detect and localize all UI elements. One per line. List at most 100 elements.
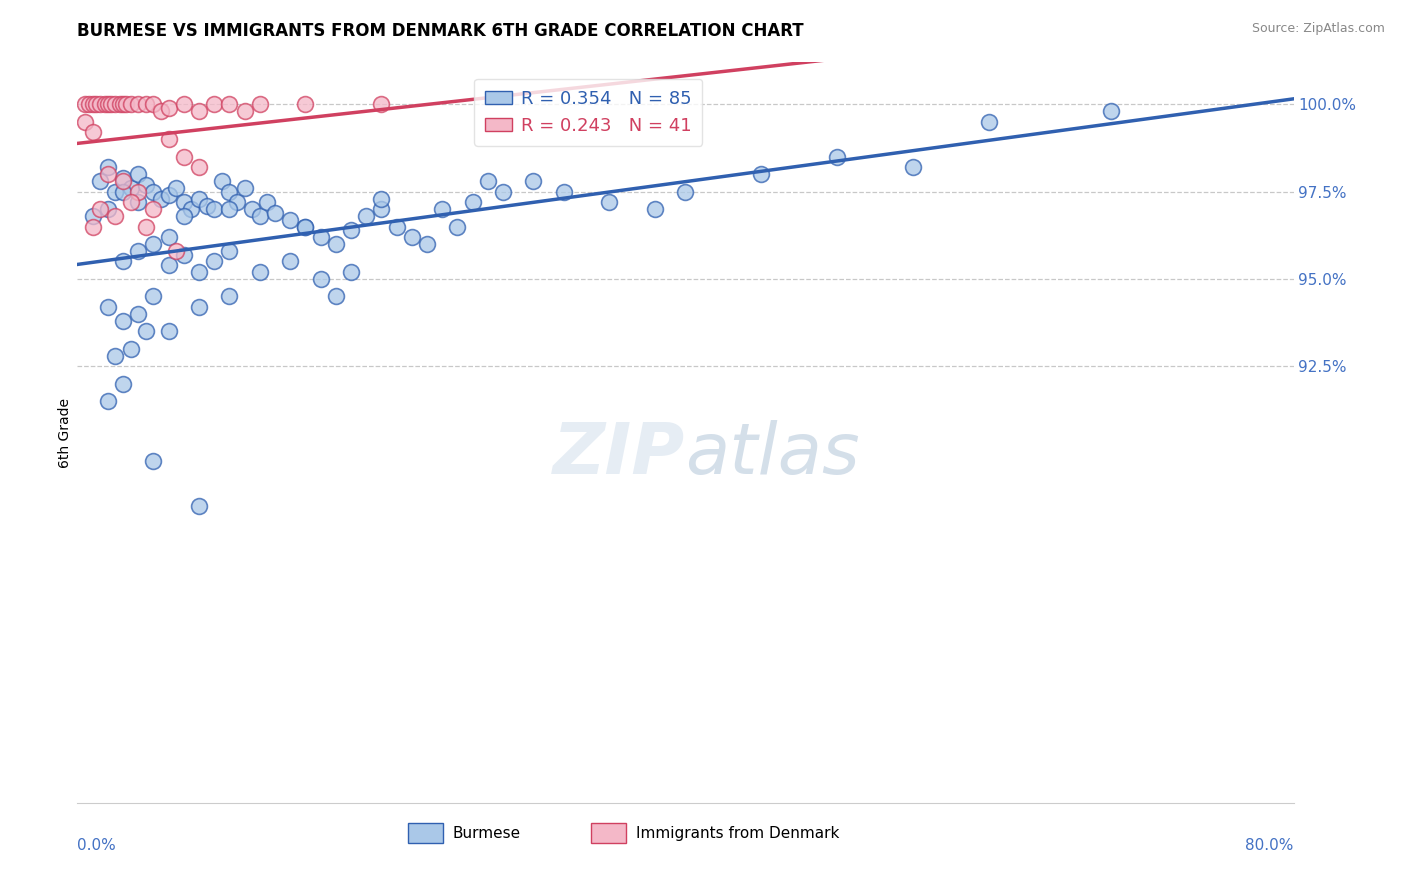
Point — [127, 167, 149, 181]
Point — [446, 219, 468, 234]
Point — [461, 195, 484, 210]
Point — [82, 125, 104, 139]
Point — [135, 97, 157, 112]
Point — [325, 289, 347, 303]
Point — [218, 244, 240, 258]
Point — [135, 324, 157, 338]
Point — [120, 342, 142, 356]
Point — [553, 185, 575, 199]
Point — [202, 202, 225, 216]
Point — [218, 185, 240, 199]
Point — [157, 132, 180, 146]
Point — [249, 265, 271, 279]
Point — [354, 209, 377, 223]
Point — [432, 202, 454, 216]
FancyBboxPatch shape — [591, 823, 626, 843]
Point — [111, 97, 134, 112]
Point — [492, 185, 515, 199]
Point — [157, 258, 180, 272]
Point — [120, 97, 142, 112]
Point — [202, 97, 225, 112]
Point — [751, 167, 773, 181]
Point — [202, 254, 225, 268]
Point — [264, 205, 287, 219]
Point — [294, 219, 316, 234]
Point — [73, 115, 96, 129]
Point — [278, 212, 301, 227]
Point — [157, 324, 180, 338]
Point — [157, 101, 180, 115]
Point — [79, 97, 101, 112]
Point — [370, 202, 392, 216]
Point — [120, 181, 142, 195]
Point — [157, 230, 180, 244]
Point — [97, 167, 120, 181]
Point — [100, 97, 122, 112]
Point — [111, 376, 134, 391]
Point — [278, 254, 301, 268]
Point — [188, 300, 211, 314]
Point — [979, 115, 1001, 129]
Text: ZIP: ZIP — [553, 420, 686, 490]
Point — [340, 265, 363, 279]
Point — [142, 289, 165, 303]
Text: Immigrants from Denmark: Immigrants from Denmark — [636, 826, 839, 840]
Point — [157, 188, 180, 202]
Point — [522, 174, 544, 188]
Point — [188, 160, 211, 174]
Point — [416, 237, 439, 252]
Point — [173, 209, 195, 223]
Point — [188, 192, 211, 206]
Text: Source: ZipAtlas.com: Source: ZipAtlas.com — [1251, 22, 1385, 36]
Point — [120, 195, 142, 210]
Legend: R = 0.354   N = 85, R = 0.243   N = 41: R = 0.354 N = 85, R = 0.243 N = 41 — [474, 78, 703, 145]
Point — [127, 195, 149, 210]
Point — [675, 185, 697, 199]
Point — [477, 174, 499, 188]
Point — [111, 174, 134, 188]
Point — [89, 202, 111, 216]
Text: BURMESE VS IMMIGRANTS FROM DENMARK 6TH GRADE CORRELATION CHART: BURMESE VS IMMIGRANTS FROM DENMARK 6TH G… — [77, 22, 804, 40]
Point — [127, 307, 149, 321]
Point — [142, 185, 165, 199]
Point — [142, 237, 165, 252]
Point — [104, 185, 127, 199]
Point — [188, 265, 211, 279]
Point — [84, 97, 107, 112]
Point — [135, 219, 157, 234]
Point — [82, 219, 104, 234]
Point — [180, 202, 202, 216]
Point — [111, 185, 134, 199]
Point — [827, 150, 849, 164]
Point — [97, 160, 120, 174]
Point — [218, 97, 240, 112]
Point — [111, 170, 134, 185]
Point — [165, 181, 187, 195]
Point — [97, 202, 120, 216]
Point — [173, 195, 195, 210]
Point — [89, 97, 111, 112]
Point — [233, 104, 256, 119]
Text: Burmese: Burmese — [453, 826, 520, 840]
Point — [111, 254, 134, 268]
Point — [1099, 104, 1122, 119]
Point — [218, 289, 240, 303]
Point — [325, 237, 347, 252]
Point — [173, 150, 195, 164]
Text: atlas: atlas — [686, 420, 860, 490]
FancyBboxPatch shape — [408, 823, 443, 843]
Point — [218, 202, 240, 216]
Text: 0.0%: 0.0% — [77, 838, 117, 853]
Point — [240, 202, 263, 216]
Point — [249, 209, 271, 223]
Point — [294, 219, 316, 234]
Point — [127, 244, 149, 258]
Point — [142, 453, 165, 467]
Point — [127, 97, 149, 112]
Point — [82, 209, 104, 223]
Point — [598, 195, 620, 210]
Point — [104, 97, 127, 112]
Point — [401, 230, 423, 244]
Point — [309, 272, 332, 286]
Point — [173, 97, 195, 112]
